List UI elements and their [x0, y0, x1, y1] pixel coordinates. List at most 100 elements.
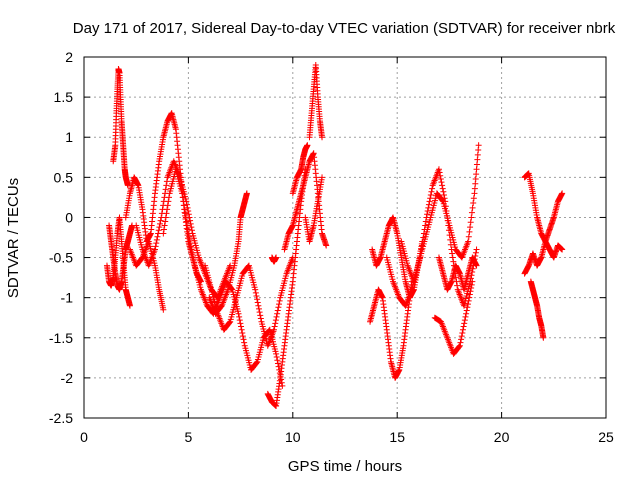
data-point	[419, 242, 426, 249]
data-point	[449, 250, 456, 257]
data-point	[463, 307, 470, 314]
data-point	[540, 334, 547, 341]
data-point	[181, 206, 188, 213]
data-point	[424, 211, 431, 218]
series-arc18	[383, 142, 482, 309]
data-point	[445, 222, 452, 229]
data-point	[157, 220, 164, 227]
data-point	[437, 172, 444, 179]
data-point	[165, 198, 172, 205]
data-point	[240, 336, 247, 343]
data-point	[468, 285, 475, 292]
data-point	[463, 310, 470, 317]
data-point	[238, 323, 245, 330]
data-point	[187, 220, 194, 227]
data-point	[188, 224, 195, 231]
data-point	[253, 293, 260, 300]
series-arc5	[133, 158, 234, 301]
x-tick-label: 25	[598, 429, 614, 445]
data-point	[453, 278, 460, 285]
data-point	[422, 218, 429, 225]
series-arc13	[289, 142, 311, 197]
data-point	[188, 227, 195, 234]
series-arc16	[369, 214, 426, 301]
data-point	[157, 217, 164, 224]
data-point	[436, 169, 443, 176]
data-point	[252, 289, 259, 296]
data-point	[179, 194, 186, 201]
series-arc10	[264, 166, 309, 409]
data-point	[468, 214, 475, 221]
series-arc8	[202, 254, 296, 349]
data-point	[274, 310, 281, 317]
data-point	[152, 243, 159, 250]
x-tick-label: 10	[285, 429, 301, 445]
data-point	[465, 238, 472, 245]
data-point	[426, 198, 433, 205]
data-point	[257, 315, 264, 322]
data-point	[449, 254, 456, 261]
data-point	[187, 240, 194, 247]
series-arc11	[268, 254, 280, 265]
data-point	[236, 313, 243, 320]
series-arc15	[302, 174, 326, 245]
series-arc9	[206, 190, 250, 317]
data-point	[185, 230, 192, 237]
data-point	[235, 310, 242, 317]
data-point	[458, 333, 465, 340]
data-point	[274, 307, 281, 314]
x-axis-label: GPS time / hours	[288, 458, 402, 475]
data-point	[182, 214, 189, 221]
data-point	[257, 312, 264, 319]
y-tick-label: 0	[65, 209, 73, 225]
data-point	[160, 230, 167, 237]
data-point	[154, 233, 161, 240]
series-arc22	[521, 170, 566, 245]
data-point	[464, 304, 471, 311]
data-point	[446, 232, 453, 239]
data-point	[424, 208, 431, 215]
data-point	[180, 198, 187, 205]
data-point	[189, 249, 196, 256]
data-point	[444, 212, 451, 219]
series-arc24	[527, 278, 547, 341]
data-point	[417, 250, 424, 257]
data-point	[188, 246, 195, 253]
data-point	[448, 246, 455, 253]
series-arc12	[281, 150, 330, 253]
data-point	[162, 218, 169, 225]
data-point	[427, 191, 434, 198]
data-point	[459, 329, 466, 336]
data-point	[427, 195, 434, 202]
y-tick-label: -1	[61, 290, 74, 306]
data-point	[183, 201, 190, 208]
data-point	[319, 134, 326, 141]
data-point	[239, 333, 246, 340]
y-tick-label: -0.5	[49, 250, 73, 266]
data-point	[429, 185, 436, 192]
data-point	[467, 288, 474, 295]
data-point	[421, 226, 428, 233]
y-tick-label: 0.5	[54, 169, 74, 185]
data-point	[470, 195, 477, 202]
series-arc7	[160, 166, 286, 389]
data-point	[419, 238, 426, 245]
data-point	[238, 326, 245, 333]
data-point	[456, 343, 463, 350]
data-point	[441, 195, 448, 202]
data-point	[276, 297, 283, 304]
series-arc2	[103, 214, 133, 309]
series-arc6	[126, 238, 167, 313]
data-point	[428, 188, 435, 195]
x-tick-label: 5	[185, 429, 193, 445]
data-point	[160, 226, 167, 233]
data-point	[163, 210, 170, 217]
data-point	[466, 228, 473, 235]
y-tick-label: 1.5	[54, 89, 74, 105]
data-point	[456, 342, 463, 349]
data-point	[467, 224, 474, 231]
data-point	[445, 227, 452, 234]
data-point	[466, 294, 473, 301]
data-point	[162, 186, 169, 193]
data-point	[179, 190, 186, 197]
